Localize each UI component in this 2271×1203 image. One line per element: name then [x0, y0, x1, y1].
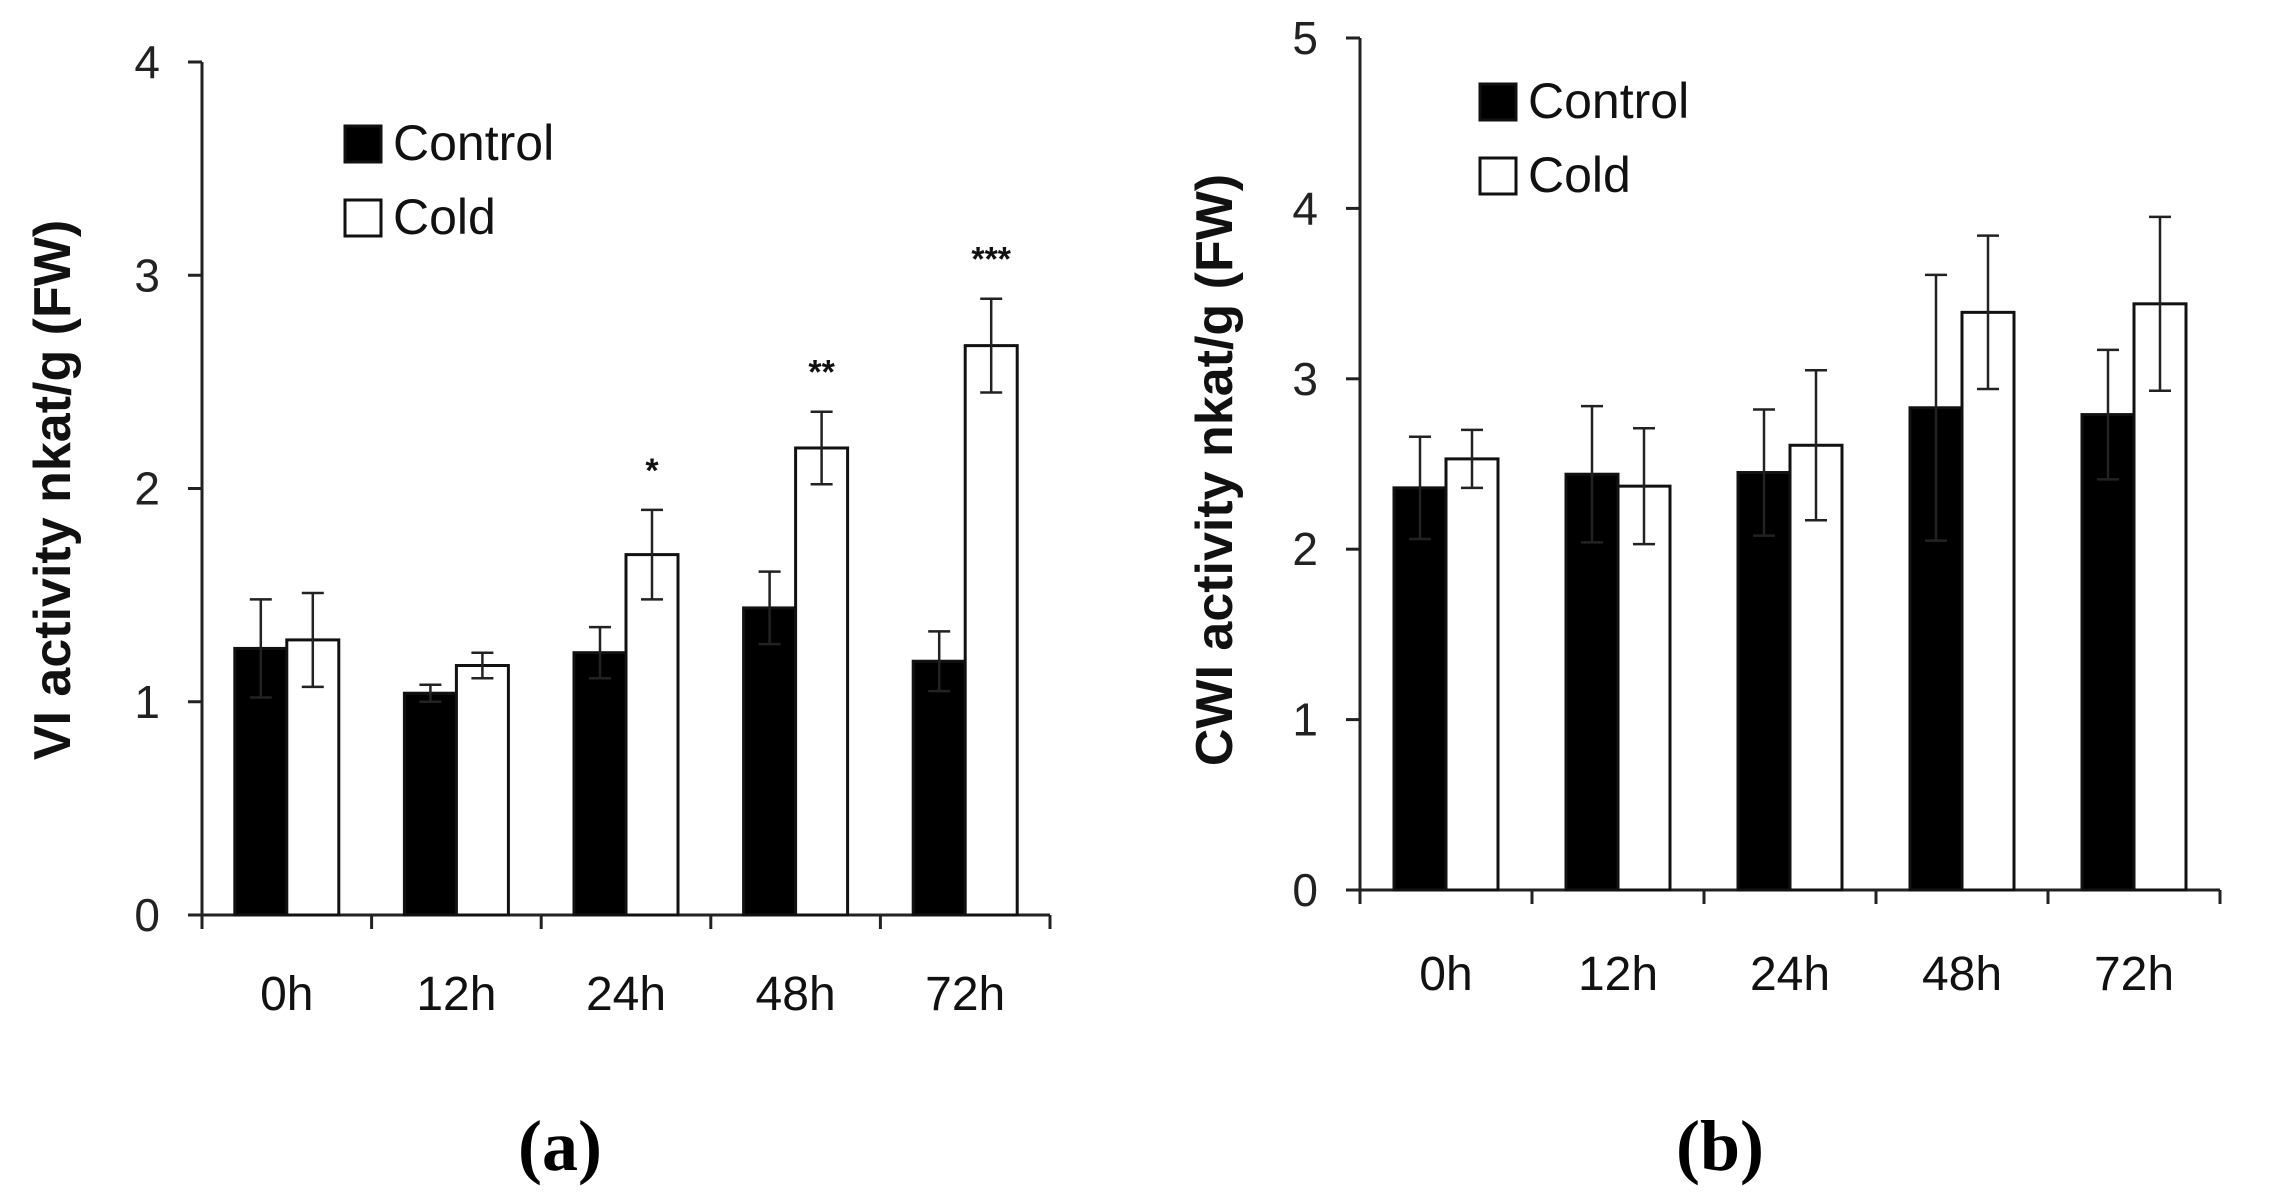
cold-bar	[1960, 310, 2016, 892]
chart-panel-b: 0 1 2 3 4 5 0h 12h 24h 48h 72h CWI activity nkat/g …	[1186, 12, 2222, 1001]
y-tick-label: 0	[134, 889, 160, 941]
x-tick-label: 12h	[1578, 948, 1658, 1001]
control-bar	[402, 691, 458, 917]
legend-swatch-control	[1478, 82, 1518, 122]
y-tick-label: 1	[1292, 694, 1318, 746]
y-tick-label: 2	[134, 463, 160, 515]
y-tick-label: 3	[1292, 353, 1318, 405]
x-tick-label: 24h	[586, 968, 666, 1021]
y-tick-label: 4	[1292, 182, 1318, 234]
significance-marker: *	[645, 452, 659, 490]
significance-marker: ***	[971, 241, 1011, 279]
control-bar	[2080, 413, 2136, 892]
legend-label: Control	[1528, 73, 1689, 129]
panel-b-label: (b)	[1676, 1106, 1764, 1186]
legend-label: Cold	[393, 189, 496, 245]
y-tick-label: 1	[134, 676, 160, 728]
control-bar	[742, 606, 798, 917]
y-tick-label: 3	[134, 249, 160, 301]
control-bar	[911, 659, 967, 917]
x-tick-label: 12h	[416, 968, 496, 1021]
panel-a-label: (a)	[518, 1106, 602, 1186]
cold-bar	[624, 553, 680, 917]
y-axis-label: VI activity nkat/g (FW)	[24, 220, 82, 760]
x-tick-label: 0h	[260, 968, 313, 1021]
legend-swatch-cold	[343, 198, 383, 238]
y-axis-label: CWI activity nkat/g (FW)	[1186, 174, 1244, 766]
cold-bar	[2132, 302, 2188, 892]
control-bar	[572, 651, 628, 917]
y-tick-label: 4	[134, 36, 160, 88]
legend-swatch-control	[343, 124, 383, 164]
y-tick-label: 0	[1292, 864, 1318, 916]
cold-bar	[1616, 484, 1672, 892]
legend-swatch-cold	[1478, 156, 1518, 196]
y-tick-label: 2	[1292, 523, 1318, 575]
x-tick-label: 24h	[1750, 948, 1830, 1001]
cold-bar	[963, 344, 1019, 917]
x-tick-label: 72h	[2094, 948, 2174, 1001]
control-bar	[1392, 486, 1448, 892]
cold-bar	[454, 663, 510, 917]
significance-marker: **	[808, 354, 835, 392]
cold-bar	[1444, 457, 1500, 892]
x-tick-label: 72h	[925, 968, 1005, 1021]
control-bar	[1736, 471, 1792, 892]
y-tick-label: 5	[1292, 12, 1318, 64]
x-tick-label: 48h	[1922, 948, 2002, 1001]
legend-label: Control	[393, 115, 554, 171]
x-tick-label: 0h	[1419, 948, 1472, 1001]
x-tick-label: 48h	[756, 968, 836, 1021]
cold-bar	[794, 446, 850, 917]
legend-label: Cold	[1528, 147, 1631, 203]
